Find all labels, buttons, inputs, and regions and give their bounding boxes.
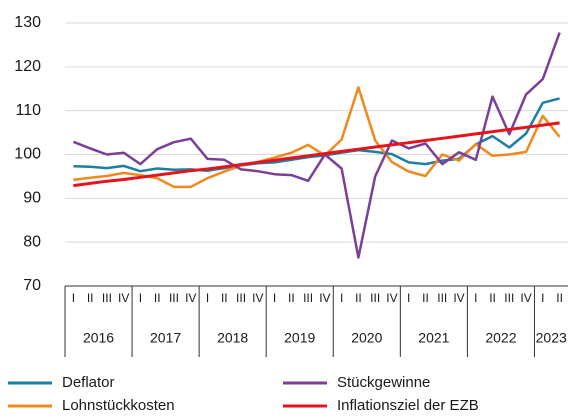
x-tick-label: IV xyxy=(319,291,330,305)
x-tick-label: I xyxy=(474,291,477,305)
x-tick-label: I xyxy=(206,291,209,305)
x-tick-label: III xyxy=(437,291,447,305)
x-tick-label: I xyxy=(407,291,410,305)
x-tick-label: II xyxy=(288,291,295,305)
x-tick-label: III xyxy=(169,291,179,305)
x-tick-label: IV xyxy=(185,291,196,305)
x-group-label: 2021 xyxy=(418,330,449,346)
legend-label: Lohnstückkosten xyxy=(62,397,175,414)
x-tick-label: IV xyxy=(386,291,397,305)
x-group-label: 2022 xyxy=(485,330,516,346)
x-tick-label: II xyxy=(556,291,563,305)
x-tick-label: I xyxy=(541,291,544,305)
x-tick-label: I xyxy=(72,291,75,305)
legend-label: Stückgewinne xyxy=(337,374,430,391)
x-tick-label: III xyxy=(102,291,112,305)
x-tick-label: III xyxy=(370,291,380,305)
x-group-label: 2016 xyxy=(83,330,114,346)
x-group-label: 2020 xyxy=(351,330,382,346)
x-group-label: 2017 xyxy=(150,330,181,346)
x-group-label: 2019 xyxy=(284,330,315,346)
x-tick-label: II xyxy=(355,291,362,305)
x-tick-label: II xyxy=(87,291,94,305)
y-tick-label: 80 xyxy=(23,233,41,250)
y-tick-label: 130 xyxy=(14,14,41,31)
x-tick-label: I xyxy=(273,291,276,305)
x-tick-label: III xyxy=(236,291,246,305)
y-tick-label: 90 xyxy=(23,190,41,207)
x-tick-label: III xyxy=(303,291,313,305)
legend-label: Inflationsziel der EZB xyxy=(337,397,479,414)
x-tick-label: III xyxy=(504,291,514,305)
x-tick-label: I xyxy=(139,291,142,305)
series-line xyxy=(73,121,560,188)
y-tick-label: 120 xyxy=(14,58,41,75)
x-tick-label: I xyxy=(340,291,343,305)
x-tick-label: IV xyxy=(453,291,464,305)
x-tick-label: II xyxy=(489,291,496,305)
series-line xyxy=(73,86,561,189)
legend-label: Deflator xyxy=(62,374,115,391)
x-tick-label: II xyxy=(422,291,429,305)
y-tick-label: 100 xyxy=(14,146,41,163)
x-tick-label: IV xyxy=(520,291,531,305)
series-line xyxy=(73,97,560,173)
x-tick-label: IV xyxy=(252,291,263,305)
y-tick-label: 110 xyxy=(15,102,41,119)
y-tick-label: 70 xyxy=(23,277,41,294)
x-tick-label: IV xyxy=(118,291,129,305)
x-group-label: 2018 xyxy=(217,330,248,346)
x-tick-label: II xyxy=(154,291,161,305)
series-line xyxy=(72,32,561,259)
x-group-label: 2023 xyxy=(536,330,567,346)
x-tick-label: II xyxy=(221,291,228,305)
